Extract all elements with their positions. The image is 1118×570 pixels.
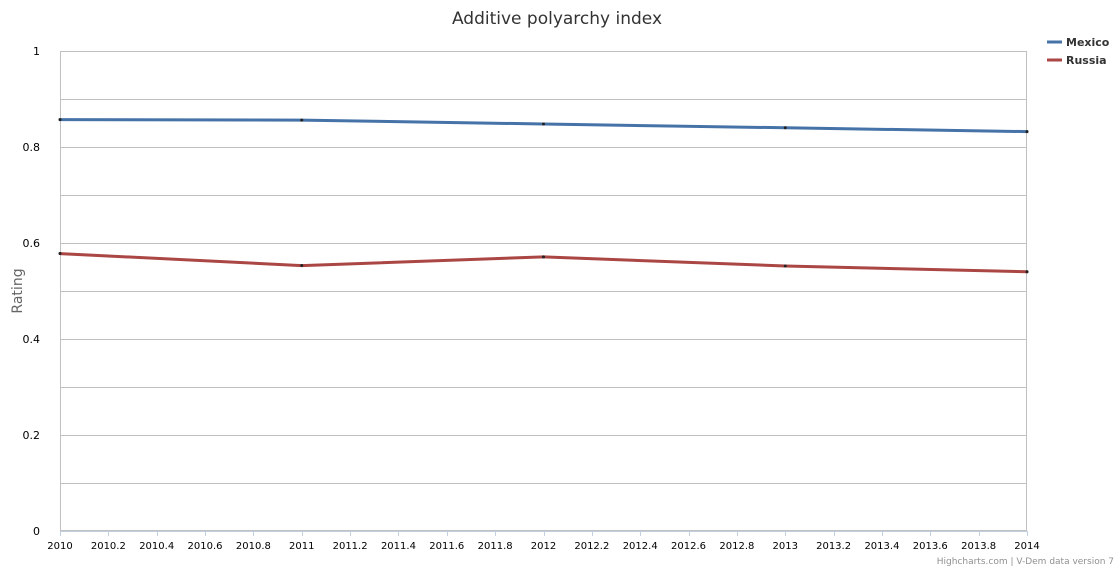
x-tick-label: 2013.2 [816, 541, 851, 552]
x-tick-label: 2012.8 [719, 541, 754, 552]
y-tick-label: 0.6 [23, 237, 41, 250]
x-tick-label: 2010.4 [139, 541, 174, 552]
x-tick-label: 2012.2 [574, 541, 609, 552]
x-tick-label: 2011 [289, 541, 314, 552]
data-point-mexico[interactable] [542, 122, 545, 126]
x-tick-label: 2011.8 [478, 541, 513, 552]
x-axis: 2010 2010.2 2010.4 2010.6 2010.8 2011 2011.2 20… [47, 531, 1040, 552]
y-tick-label: 1 [33, 45, 40, 58]
x-tick-label: 2013.8 [961, 541, 996, 552]
x-tick-label: 2010.6 [188, 541, 223, 552]
y-tick-label: 0 [33, 525, 40, 538]
x-tick-label: 2010.2 [91, 541, 126, 552]
series-layer [58, 118, 1029, 274]
data-point-mexico[interactable] [300, 118, 304, 122]
legend[interactable]: Mexico Russia [1047, 36, 1110, 67]
data-point-russia[interactable] [58, 252, 62, 256]
x-tick-label: 2012 [531, 541, 556, 552]
x-tick-label: 2010 [47, 541, 72, 552]
legend-label-russia: Russia [1066, 54, 1107, 67]
legend-item-russia[interactable]: Russia [1047, 54, 1107, 67]
data-point-mexico[interactable] [783, 126, 787, 130]
x-tick-label: 2012.4 [623, 541, 658, 552]
x-tick-label: 2011.6 [429, 541, 464, 552]
x-tick-label: 2013 [773, 541, 798, 552]
data-point-russia[interactable] [1025, 270, 1029, 274]
legend-item-mexico[interactable]: Mexico [1047, 36, 1110, 49]
credits-text[interactable]: Highcharts.com | V-Dem data version 7 [937, 557, 1114, 567]
x-tick-label: 2011.2 [333, 541, 368, 552]
x-tick-label: 2014 [1014, 541, 1039, 552]
chart-title: Additive polyarchy index [452, 9, 662, 29]
plot-border [60, 51, 1027, 531]
y-tick-label: 0.8 [23, 141, 41, 154]
y-axis: 0 0.2 0.4 0.6 0.8 1 [23, 45, 41, 538]
x-tick-label: 2013.6 [913, 541, 948, 552]
data-point-mexico[interactable] [58, 118, 62, 122]
x-tick-label: 2010.8 [236, 541, 271, 552]
x-tick-label: 2013.4 [864, 541, 899, 552]
y-tick-label: 0.4 [23, 333, 41, 346]
data-point-russia[interactable] [783, 264, 787, 268]
y-axis-title: Rating [10, 268, 26, 313]
data-point-russia[interactable] [542, 255, 545, 259]
y-tick-label: 0.2 [23, 429, 41, 442]
x-tick-label: 2012.6 [671, 541, 706, 552]
data-point-mexico[interactable] [1025, 130, 1029, 134]
legend-label-mexico: Mexico [1066, 36, 1110, 49]
data-point-russia[interactable] [300, 264, 304, 268]
x-tick-label: 2011.4 [381, 541, 416, 552]
